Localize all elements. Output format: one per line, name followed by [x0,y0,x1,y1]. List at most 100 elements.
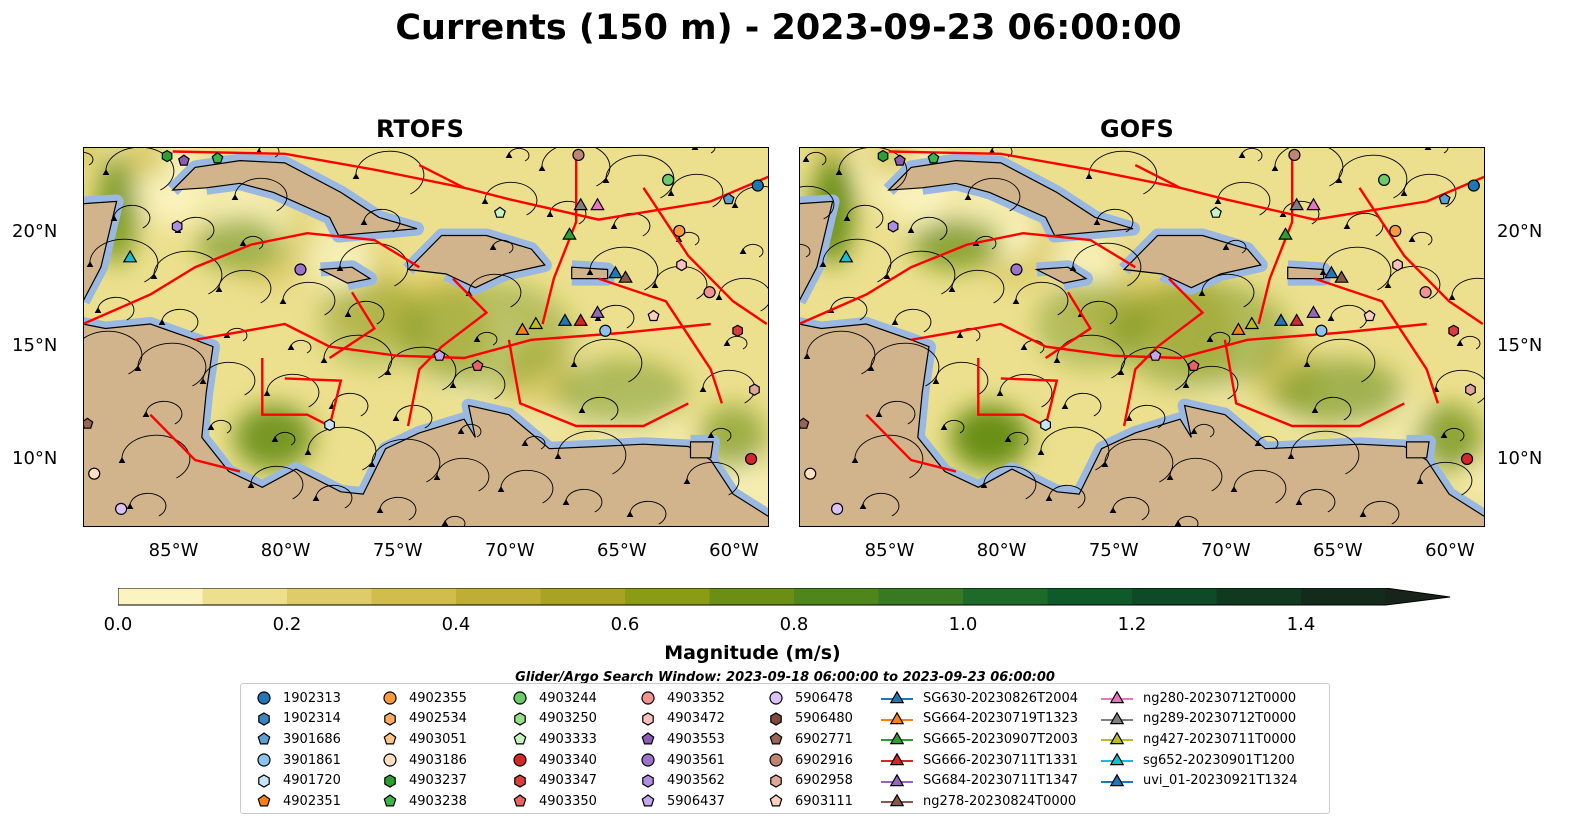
streamlines [69,140,788,530]
argo-6902916 [572,148,585,162]
circle-marker-icon [769,691,783,705]
hexagon-marker-icon [642,773,654,788]
marker [641,691,655,705]
legend-label: SG665-20230907T2003 [923,731,1079,747]
marker [889,773,905,786]
colorbar-bin [878,588,964,605]
circle-marker-icon [383,691,397,705]
argo-4903333 [1209,206,1222,218]
lat-tick-label: 15°N [12,334,58,356]
argo-3901686 [722,192,735,205]
legend-item-argo: 4903051 [381,729,467,750]
triangle-line-marker-icon [1101,732,1133,745]
legend-label: 4903472 [667,711,725,727]
legend-item-argo: 4903340 [511,750,597,771]
marker [1109,690,1125,704]
legend-item-argo: 3901686 [255,729,341,750]
colorbar-bin [118,588,203,605]
marker [513,794,527,807]
marker [257,794,271,807]
legend-item-argo: 6902771 [767,729,853,750]
argo-4903186 [88,467,101,480]
legend-label: 4903562 [667,773,725,789]
circle-marker-icon [769,753,783,767]
circle-marker-icon [257,753,271,767]
argo-4903340 [744,452,758,466]
argo-5906437 [433,349,446,361]
lon-tick-label: 60°W [1425,540,1475,561]
marker [1109,752,1125,766]
argo-3901861 [1315,324,1328,337]
legend-label: 5906478 [795,690,853,706]
marker [383,732,397,745]
glider-SG684-20230711T1347 [1306,305,1321,318]
colorbar-bin [1132,588,1217,605]
legend-label: 4902351 [283,793,341,809]
colorbar-bin [794,588,879,605]
marker [889,732,905,745]
argo-4902355 [1389,224,1402,238]
glider-SG630-20230826T2004 [557,313,573,326]
legend-item-argo: 4903352 [639,688,725,709]
legend-item-argo: 4903350 [511,791,597,812]
argo-4901720 [324,418,335,432]
glider-SG665-20230907T2003 [1278,227,1293,240]
marker [383,753,397,767]
lon-tick-label: 85°W [148,540,199,561]
legend-item-argo: 4903238 [381,791,467,812]
triangle-line-marker-icon [881,773,913,786]
lon-tick-label: 75°W [1088,540,1139,561]
legend-label: 1902313 [283,690,341,706]
platform-markers [797,148,1480,515]
legend-label: 4902355 [409,690,467,706]
map-canvas [766,122,1505,551]
legend-label: 6902958 [795,773,853,789]
panel-title-gofs: GOFS [1100,115,1174,143]
marker [642,773,654,788]
glider-ng427-20230711T0000 [528,316,544,330]
glider-ng278-20230824T0000 [618,270,633,283]
pentagon-marker-icon [769,794,783,807]
argo-4903238 [927,152,940,164]
legend-label: 4903347 [539,773,597,789]
hexagon-marker-icon [770,773,782,788]
argo-6902771 [797,417,810,429]
marker [769,691,783,705]
map-gofs [766,122,1505,551]
map-canvas [65,122,797,551]
colorbar-bin [202,588,288,605]
legend-item-glider: SG666-20230711T1331 [881,750,1078,771]
legend-item-glider: ng280-20230712T0000 [1101,688,1297,709]
pentagon-marker-icon [383,794,397,807]
marker [889,711,905,725]
lon-tick-label: 75°W [372,540,423,561]
lon-tick-label: 70°W [1200,540,1251,561]
lat-tick-label: 10°N [12,448,58,470]
marker [514,712,526,726]
colorbar-bin [540,588,626,605]
legend-item-glider: uvi_01-20230921T1324 [1101,770,1297,791]
glider-uvi_01-20230921T1324 [608,265,623,279]
glider-sg652-20230901T1200 [838,249,854,263]
marker [641,732,655,745]
glider-ng280-20230712T0000 [590,197,605,211]
legend-item-argo: 4903562 [639,770,725,791]
argo-4903340 [1460,452,1474,466]
argo-4903561 [1010,263,1023,276]
legend-label: 4903352 [667,690,725,706]
marker [513,732,527,745]
argo-4903333 [493,206,506,218]
legend-label: 4903553 [667,731,725,747]
argo-5906478 [831,502,844,515]
legend-item-argo: 5906437 [639,791,725,812]
argo-4903562 [887,220,899,233]
legend-label: SG684-20230711T1347 [923,773,1079,789]
argo-4903237 [877,149,889,163]
argo-5906437 [1149,349,1162,361]
marker [1109,732,1125,745]
argo-4902355 [673,224,686,238]
legend-item-argo: 6902958 [767,770,853,791]
hexagon-marker-icon [258,712,270,726]
marker [513,691,527,705]
